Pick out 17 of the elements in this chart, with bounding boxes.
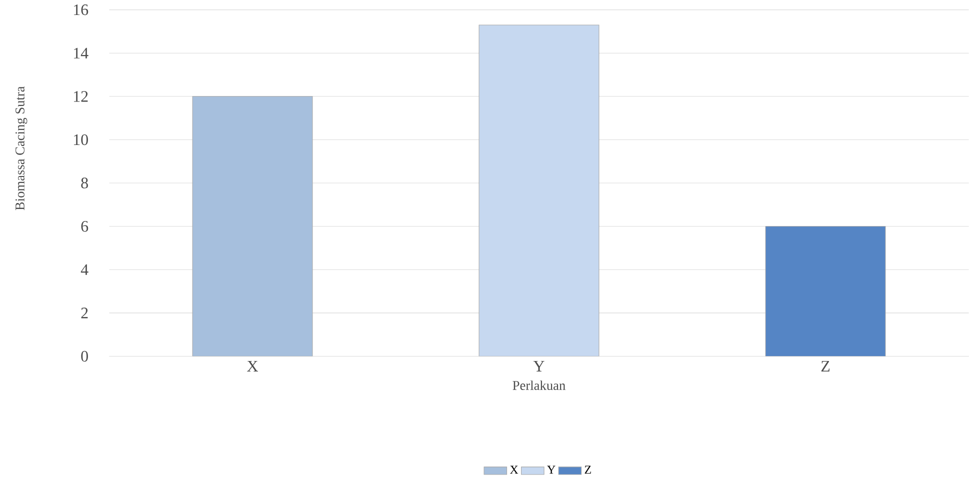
y-tick-label: 8 xyxy=(81,178,88,189)
y-tick-label: 0 xyxy=(81,351,88,362)
y-tick-label: 12 xyxy=(74,91,88,102)
legend-label: Y xyxy=(547,466,556,474)
y-tick-label: 10 xyxy=(74,134,88,146)
legend-label: X xyxy=(510,466,518,474)
y-tick-label: 14 xyxy=(74,48,88,59)
y-tick-label: 6 xyxy=(81,221,88,232)
x-axis-title: Perlakuan xyxy=(512,380,566,390)
x-tick-label: Z xyxy=(821,361,830,372)
x-tick-label: X xyxy=(247,361,258,372)
legend-label: Z xyxy=(584,466,591,474)
x-tick-label: Y xyxy=(533,361,544,372)
y-axis-title: Biomassa Cacing Sutra xyxy=(16,86,28,210)
y-tick-label: 2 xyxy=(81,308,88,318)
y-tick-label: 4 xyxy=(80,264,88,276)
y-tick-label: 16 xyxy=(74,4,88,16)
